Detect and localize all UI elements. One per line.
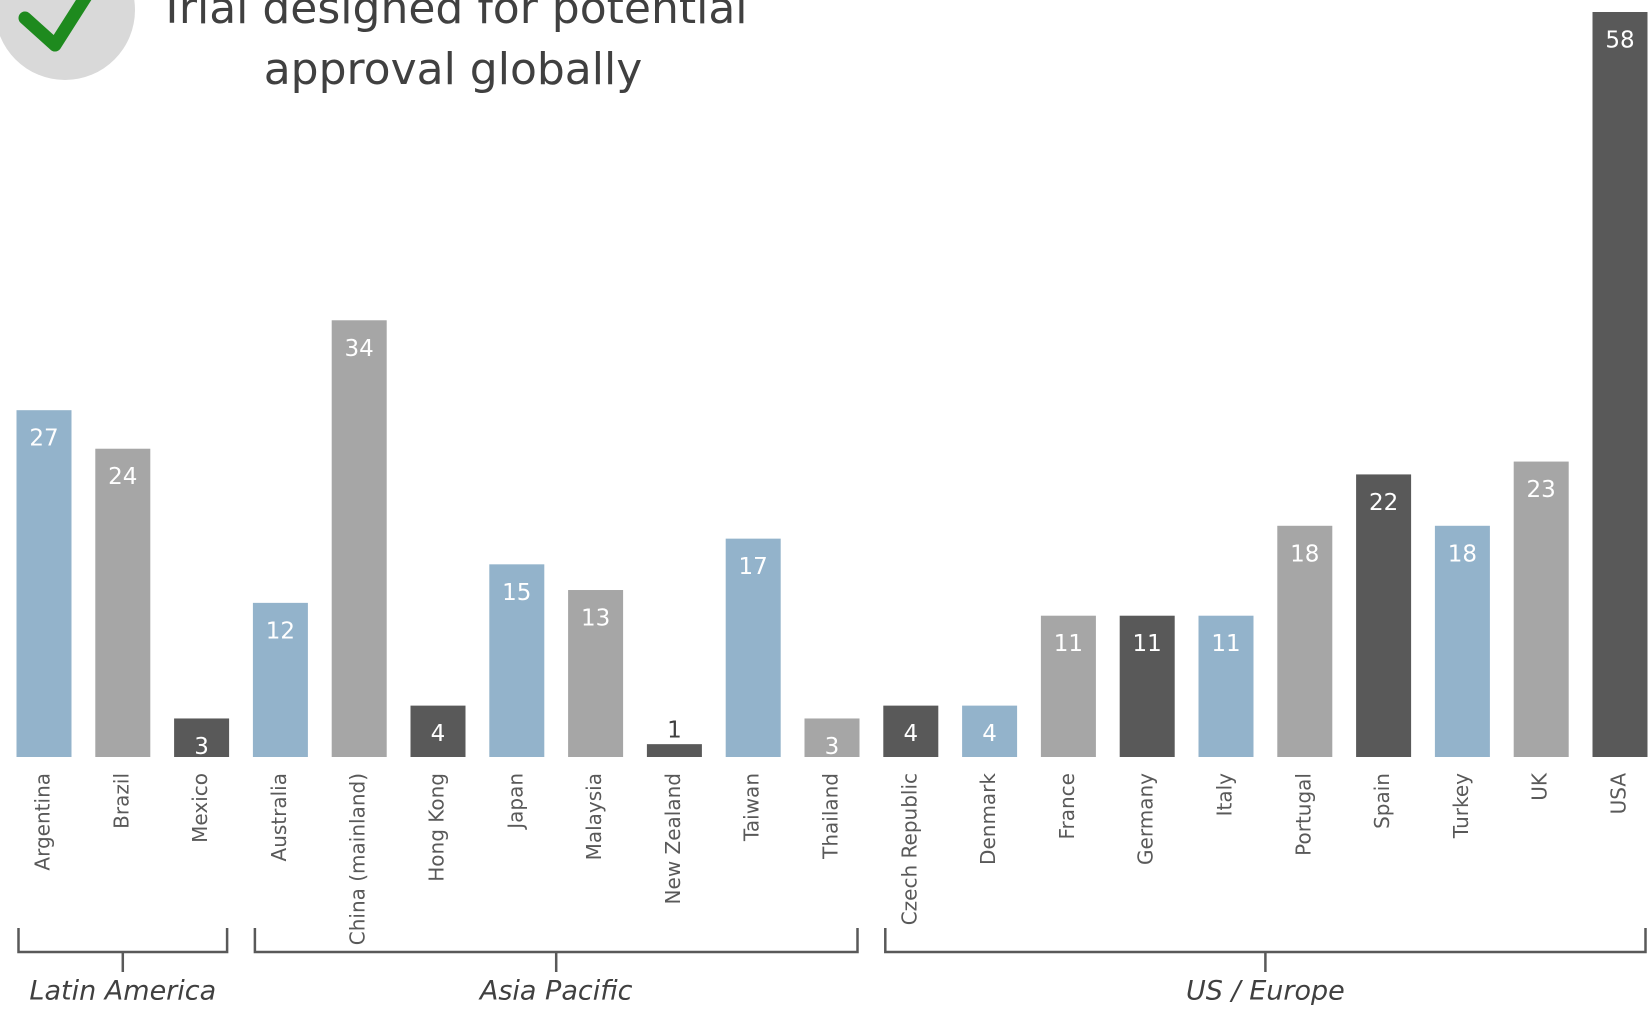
value-label: 23: [1527, 477, 1556, 503]
x-tick-label: Malaysia: [582, 773, 606, 860]
bar: [1434, 525, 1490, 757]
bar: [16, 410, 72, 757]
x-tick-label: Germany: [1134, 773, 1158, 865]
value-label: 18: [1448, 541, 1477, 567]
bar: [1040, 615, 1096, 757]
chart-title: Trial designed for potential: [157, 0, 747, 34]
group-label: US / Europe: [1186, 976, 1345, 1007]
value-label: 15: [502, 580, 531, 606]
value-label: 3: [194, 734, 209, 760]
x-tick-label: Denmark: [976, 773, 1000, 865]
bar: [252, 602, 308, 757]
bar: [725, 538, 781, 757]
value-label: 17: [739, 554, 768, 580]
value-label: 4: [982, 721, 997, 747]
value-label: 34: [345, 336, 374, 362]
bar: [1198, 615, 1254, 757]
chart-title: approval globally: [264, 44, 643, 95]
x-tick-label: France: [1055, 773, 1079, 840]
bar: [1592, 12, 1648, 757]
bar: [1356, 474, 1412, 757]
bar: [962, 705, 1018, 757]
x-tick-label: USA: [1607, 773, 1631, 815]
x-tick-label: Turkey: [1449, 773, 1473, 839]
x-tick-label: Spain: [1370, 773, 1394, 829]
value-label: 18: [1290, 541, 1319, 567]
value-label: 24: [108, 464, 137, 490]
value-label: 4: [431, 721, 446, 747]
bar: [646, 744, 702, 757]
x-tick-label: Czech Republic: [897, 773, 921, 925]
value-label: 3: [825, 734, 840, 760]
bar: [883, 705, 939, 757]
value-label: 58: [1605, 28, 1634, 54]
x-tick-label: Japan: [503, 773, 527, 831]
bar: [331, 320, 387, 757]
x-tick-label: New Zealand: [661, 773, 685, 904]
value-label: 11: [1211, 631, 1240, 657]
bar: [568, 590, 624, 757]
value-label: 11: [1133, 631, 1162, 657]
x-tick-label: Thailand: [819, 773, 843, 860]
group-label: Asia Pacific: [478, 976, 633, 1007]
bar: [1277, 525, 1333, 757]
bar: [1513, 461, 1569, 757]
x-tick-label: Taiwan: [740, 773, 764, 842]
x-tick-label: Brazil: [109, 773, 133, 829]
bar: [174, 718, 230, 757]
bar: [410, 705, 466, 757]
x-tick-label: UK: [1528, 772, 1552, 801]
x-tick-label: Australia: [267, 773, 291, 861]
bar: [804, 718, 860, 757]
x-tick-label: China (mainland): [346, 773, 370, 945]
value-label: 1: [667, 718, 682, 744]
group-bracket: [253, 928, 859, 972]
x-tick-label: Hong Kong: [425, 773, 449, 882]
x-tick-label: Italy: [1213, 773, 1237, 817]
check-icon: [0, 0, 135, 80]
bar: [95, 448, 151, 757]
value-label: 22: [1369, 490, 1398, 516]
value-label: 27: [29, 426, 58, 452]
x-tick-label: Portugal: [1291, 773, 1315, 856]
value-label: 13: [581, 606, 610, 632]
value-label: 4: [903, 721, 918, 747]
bar: [489, 564, 545, 757]
group-label: Latin America: [29, 976, 216, 1007]
x-tick-label: Mexico: [188, 773, 212, 843]
value-label: 12: [266, 618, 295, 644]
group-bracket: [17, 928, 229, 972]
bar: [1119, 615, 1175, 757]
value-label: 11: [1054, 631, 1083, 657]
x-tick-label: Argentina: [31, 773, 55, 871]
group-bracket: [884, 928, 1647, 972]
